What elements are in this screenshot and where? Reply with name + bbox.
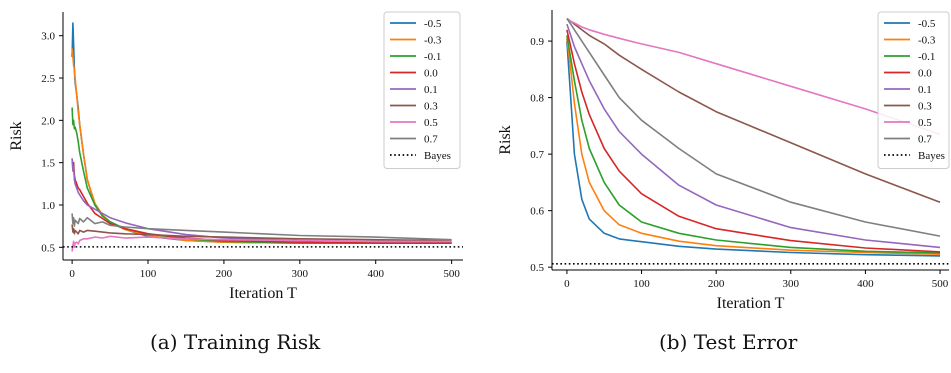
test-series-line-0.1	[566, 23, 941, 249]
y-tick-label: 3.0	[41, 31, 55, 43]
legend-label--0.1: -0.1	[424, 51, 441, 63]
test-series-line--0.3	[566, 38, 941, 255]
test-error-panel: 0 100 200 300 400 500 0.5 0.6 0.7 0.8 0.9 Iteration…	[476, 0, 951, 373]
y-tick-label: 0.9	[530, 36, 544, 48]
legend-label--0.3: -0.3	[918, 35, 936, 47]
legend-label-0.0: 0.0	[424, 68, 438, 80]
y-tick-label: 0.7	[530, 149, 544, 161]
x-tick-label: 0	[564, 278, 570, 290]
legend-label-0.5: 0.5	[918, 117, 932, 129]
train-series-line--0.3	[71, 48, 452, 244]
test-series-line-0.7	[566, 18, 941, 237]
x-tick-label: 500	[932, 278, 949, 290]
y-tick-label: 0.8	[530, 93, 544, 105]
y-tick-label: 0.5	[530, 262, 544, 274]
legend-label-0.1: 0.1	[918, 84, 932, 96]
legend-label--0.1: -0.1	[918, 51, 935, 63]
x-axis-label: Iteration T	[717, 295, 785, 312]
legend-label-0.3: 0.3	[918, 101, 932, 113]
legend-label-bayes: Bayes	[918, 150, 945, 162]
test-series-line--0.5	[566, 41, 941, 257]
y-axis-label: Risk	[8, 121, 25, 150]
y-tick-label: 1.0	[41, 200, 55, 212]
test-series-line--0.1	[566, 35, 941, 254]
legend-label-0.5: 0.5	[424, 117, 438, 129]
caption-training-risk: (a) Training Risk	[150, 330, 321, 354]
legend-box	[877, 11, 950, 169]
test-error-chart: 0 100 200 300 400 500 0.5 0.6 0.7 0.8 0.9 Iteration…	[497, 10, 950, 312]
y-tick-label: 1.5	[41, 158, 55, 170]
train-legend: -0.5 -0.3 -0.1 0.0 0.1 0.3 0.5 0.7 Bayes	[383, 11, 461, 169]
x-tick-label: 100	[140, 268, 157, 280]
x-tick-label: 100	[633, 278, 650, 290]
plot-area	[566, 17, 941, 257]
legend-label-0.0: 0.0	[918, 68, 932, 80]
x-axis-label: Iteration T	[229, 285, 297, 302]
y-axis-label: Risk	[497, 125, 514, 154]
legend-label--0.5: -0.5	[918, 18, 936, 30]
legend-box	[383, 11, 461, 169]
x-tick-label: 200	[216, 268, 233, 280]
train-series-line-0.5	[71, 235, 452, 252]
test-series-line-0.5	[566, 17, 941, 136]
x-tick-label: 200	[708, 278, 725, 290]
test-legend: -0.5 -0.3 -0.1 0.0 0.1 0.3 0.5 0.7 Bayes	[877, 11, 950, 169]
x-tick-label: 400	[857, 278, 874, 290]
training-risk-panel: 0 100 200 300 400 500 0.5 1.0 1.5 2.0 2.5 3.0 Iterat…	[8, 11, 463, 302]
x-tick-label: 300	[783, 278, 800, 290]
train-series-line--0.1	[71, 107, 452, 244]
caption-test-error: (b) Test Error	[659, 330, 798, 354]
x-tick-label: 300	[292, 268, 309, 280]
legend-label-0.1: 0.1	[424, 84, 438, 96]
legend-label-0.3: 0.3	[424, 101, 438, 113]
legend-label--0.3: -0.3	[424, 35, 442, 47]
legend-label-0.7: 0.7	[918, 134, 932, 146]
legend-label-bayes: Bayes	[424, 150, 451, 162]
train-series-line-0.3	[71, 224, 452, 242]
test-series-line-0.3	[566, 17, 941, 203]
x-tick-label: 500	[443, 268, 460, 280]
legend-label--0.5: -0.5	[424, 18, 442, 30]
y-tick-label: 2.5	[41, 73, 55, 85]
training-risk-chart: 0 100 200 300 400 500 0.5 1.0 1.5 2.0 2.5 3.0 Iterat…	[8, 11, 463, 302]
plot-area	[71, 22, 452, 252]
test-series-line-0.0	[566, 29, 941, 253]
train-series-line-0.7	[71, 213, 452, 241]
y-tick-label: 0.5	[41, 242, 55, 254]
x-tick-label: 0	[69, 268, 75, 280]
legend-label-0.7: 0.7	[424, 134, 438, 146]
x-tick-label: 400	[367, 268, 384, 280]
y-tick-label: 0.6	[530, 206, 544, 218]
y-tick-label: 2.0	[41, 115, 55, 127]
